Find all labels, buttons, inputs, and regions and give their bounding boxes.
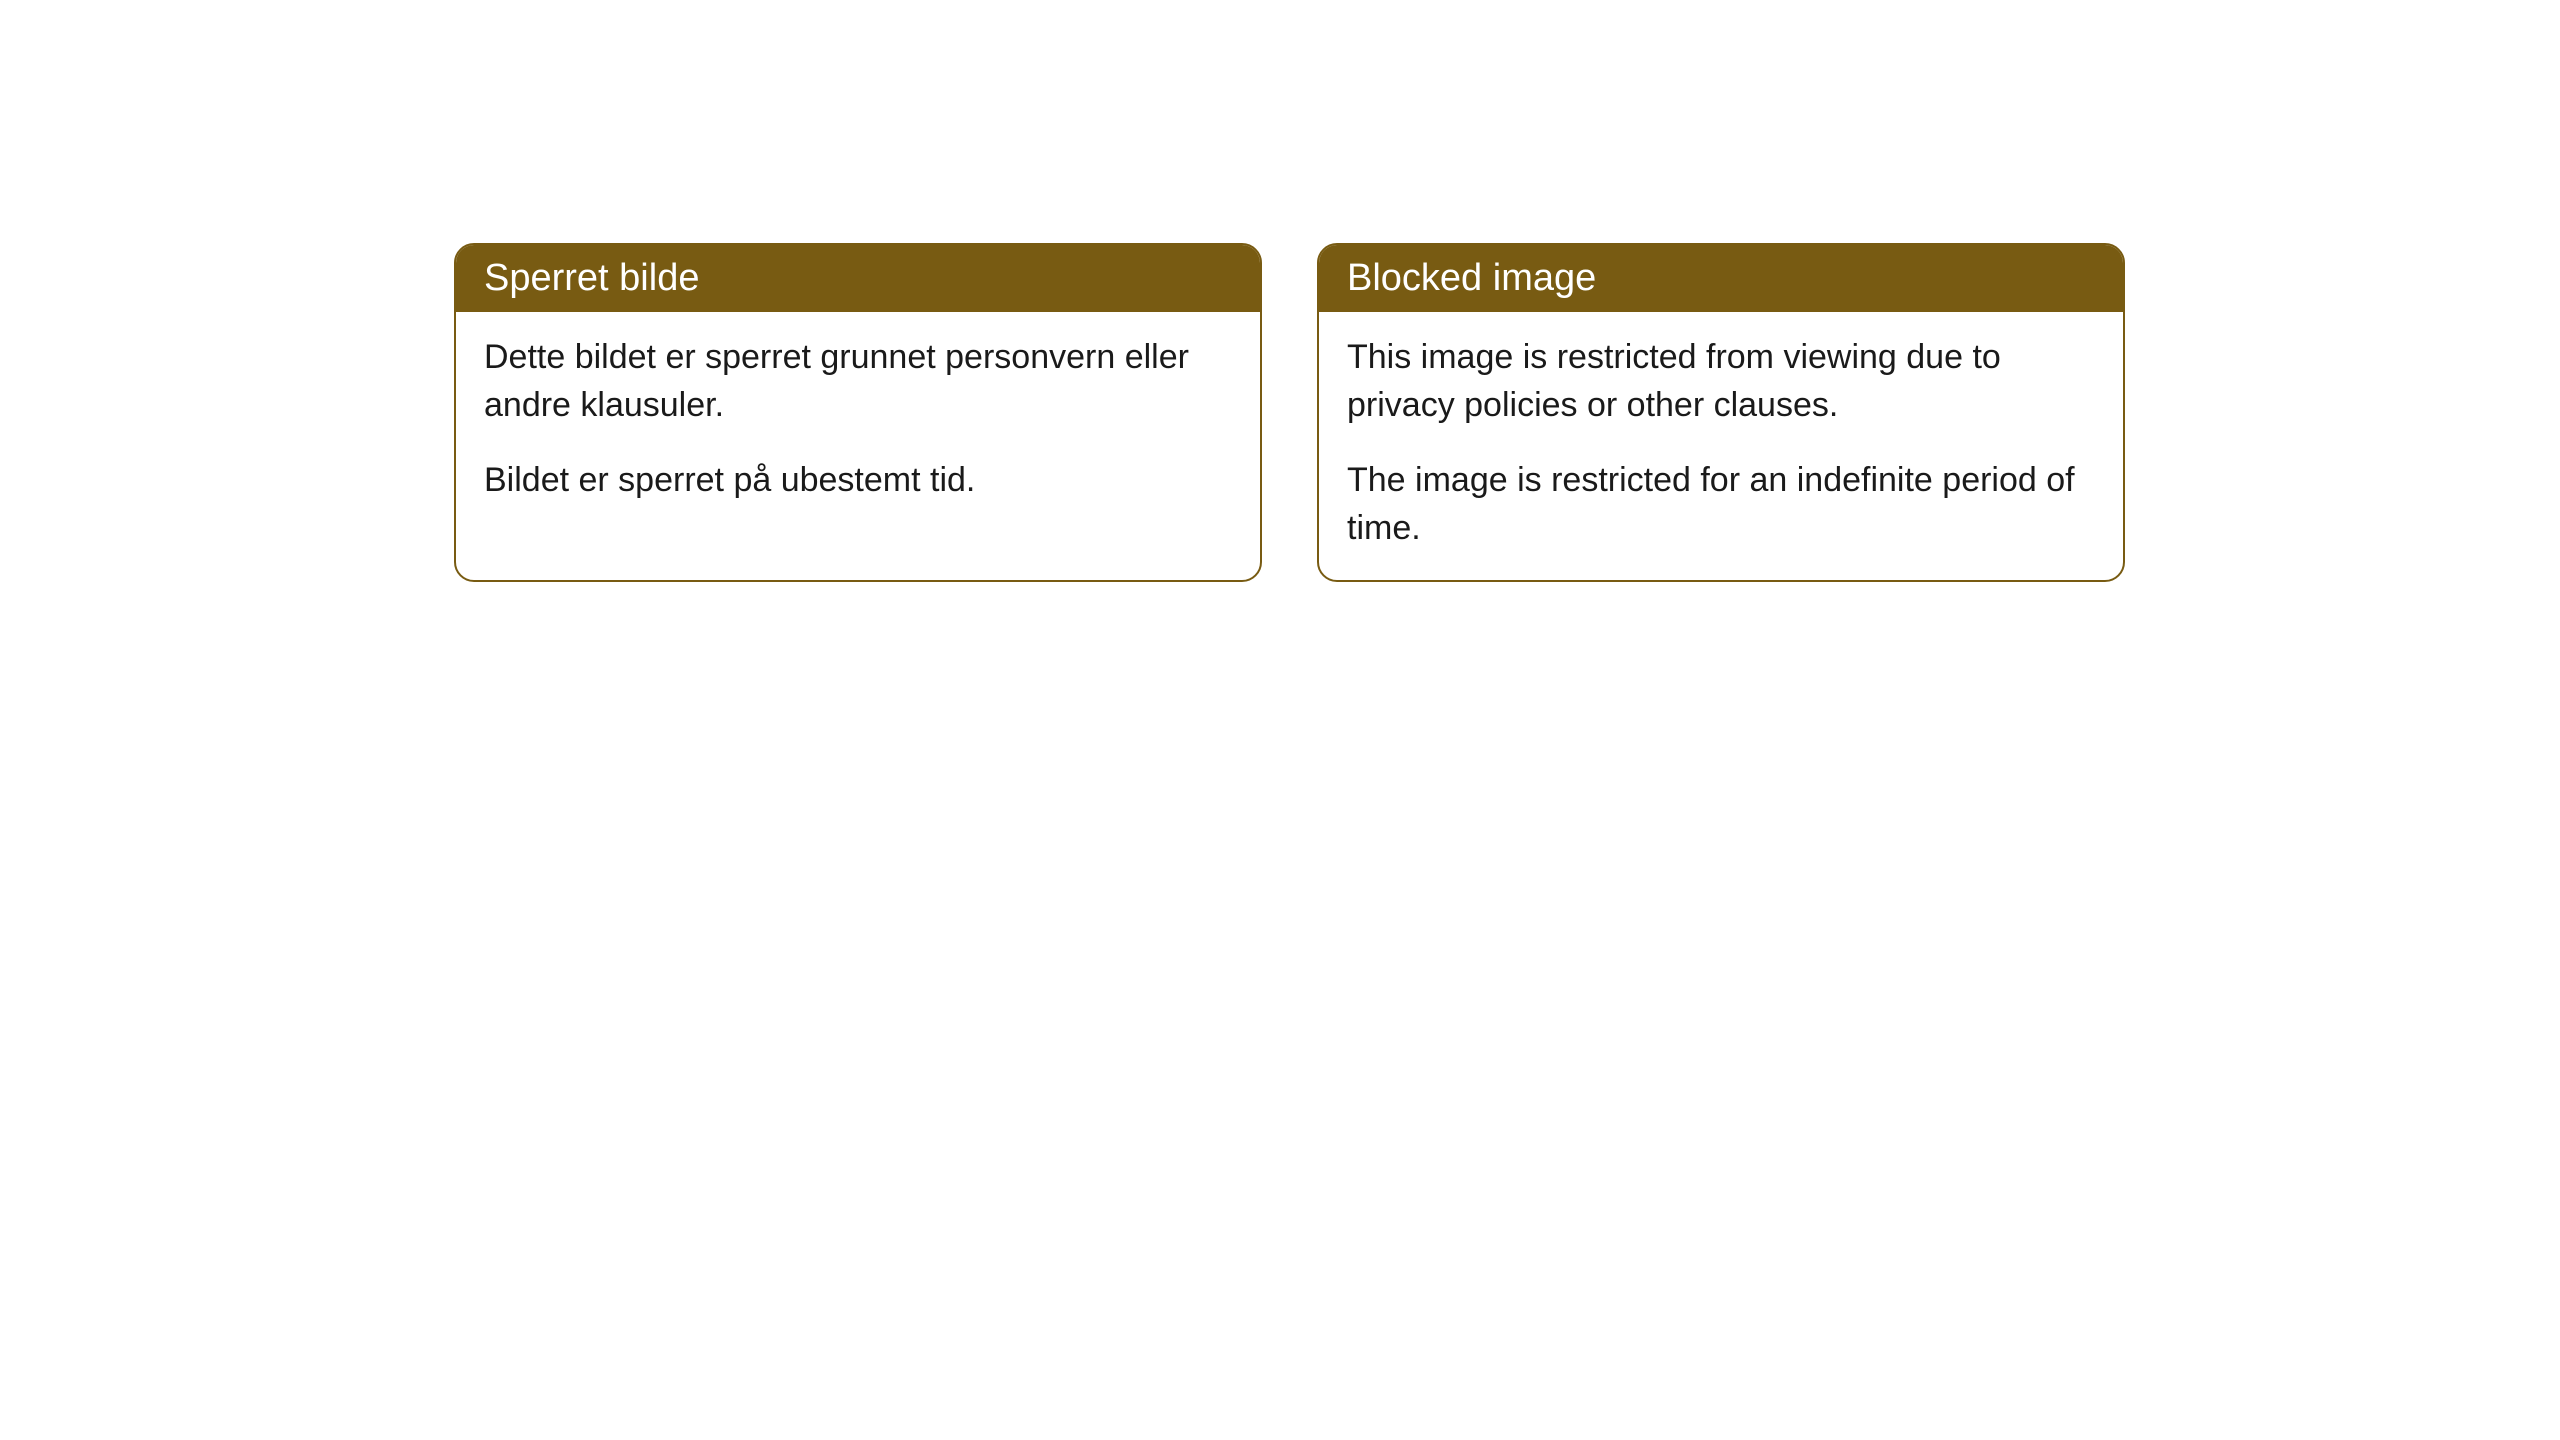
notice-cards-container: Sperret bilde Dette bildet er sperret gr… xyxy=(454,243,2560,582)
card-header: Blocked image xyxy=(1319,245,2123,312)
card-paragraph: Dette bildet er sperret grunnet personve… xyxy=(484,334,1232,429)
card-body: Dette bildet er sperret grunnet personve… xyxy=(456,312,1260,533)
card-paragraph: The image is restricted for an indefinit… xyxy=(1347,457,2095,552)
card-header: Sperret bilde xyxy=(456,245,1260,312)
card-body: This image is restricted from viewing du… xyxy=(1319,312,2123,580)
card-paragraph: Bildet er sperret på ubestemt tid. xyxy=(484,457,1232,505)
card-paragraph: This image is restricted from viewing du… xyxy=(1347,334,2095,429)
notice-card-norwegian: Sperret bilde Dette bildet er sperret gr… xyxy=(454,243,1262,582)
notice-card-english: Blocked image This image is restricted f… xyxy=(1317,243,2125,582)
card-title: Sperret bilde xyxy=(484,257,699,299)
card-title: Blocked image xyxy=(1347,257,1596,299)
